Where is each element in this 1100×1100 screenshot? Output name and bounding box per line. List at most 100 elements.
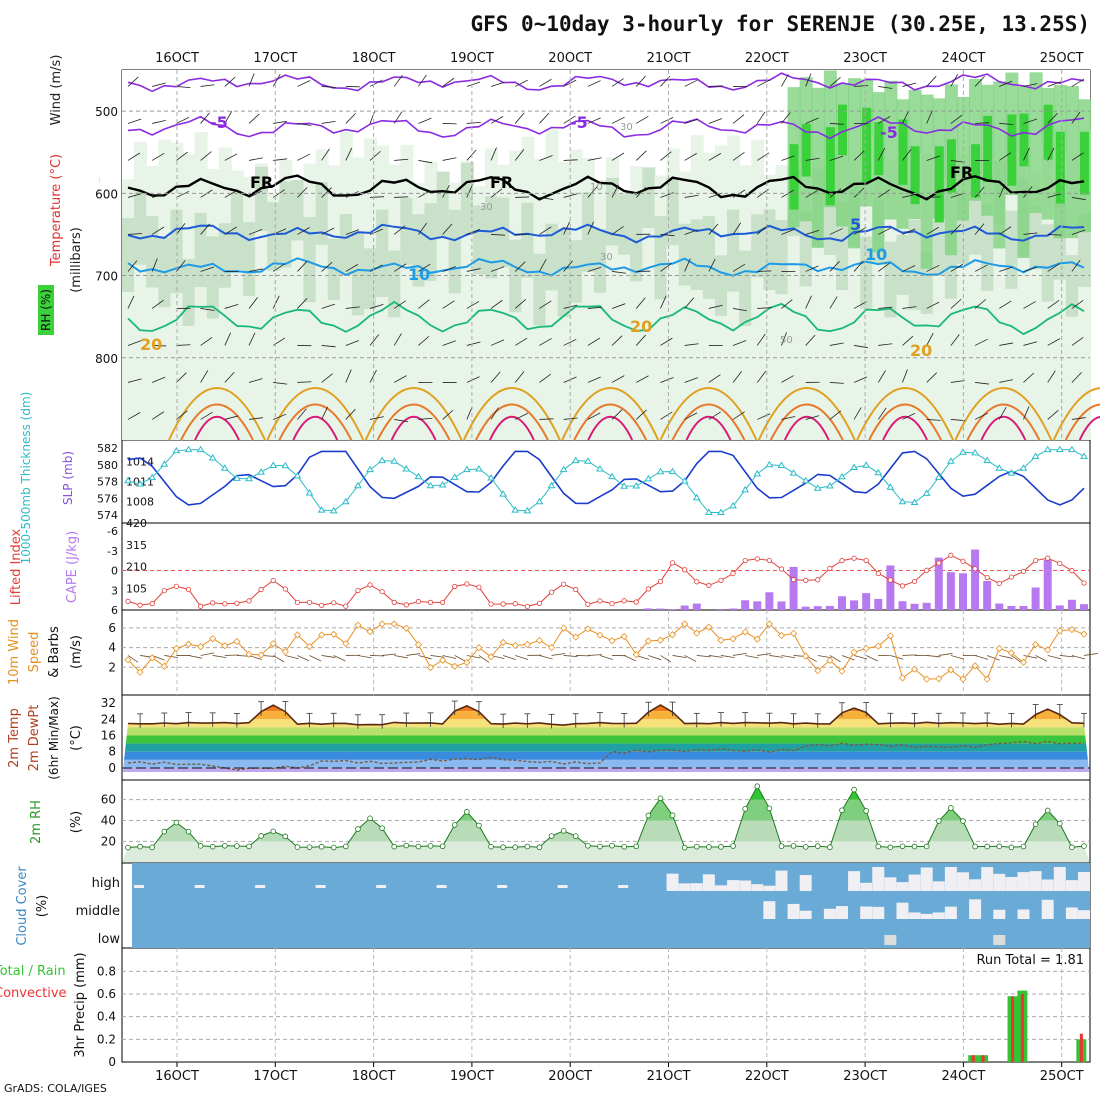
wind-barb — [393, 74, 403, 87]
wind-barb — [176, 117, 190, 124]
contour-label: -5 — [880, 123, 898, 142]
wind-barb — [563, 304, 578, 309]
wind-barb — [200, 411, 213, 420]
li-marker — [282, 586, 288, 592]
rh-marker — [742, 806, 748, 812]
thickness-marker — [281, 461, 290, 469]
temp-band — [122, 751, 1090, 760]
wind-barb — [418, 190, 431, 198]
wind-barb — [926, 196, 941, 198]
wind-barb — [224, 111, 233, 124]
wind-marker — [451, 662, 459, 670]
axis-title-li: Lifted Index — [9, 528, 24, 605]
wind-barb — [829, 123, 844, 125]
rh-marker — [137, 843, 143, 850]
rh-fill-mid — [763, 209, 777, 291]
rh-fill-wet — [993, 81, 1007, 249]
li-marker — [803, 577, 809, 583]
wind-marker — [741, 628, 749, 636]
wind-barb — [999, 266, 1013, 272]
wind-barb — [1047, 193, 1062, 198]
temp-contour-diurnal — [587, 415, 634, 441]
axis-title-temp-alt: Temperature — [98, 176, 101, 183]
y-tick-label: 24 — [101, 712, 116, 726]
contour-label: 10 — [590, 182, 603, 193]
wind-barb — [902, 369, 908, 383]
li-marker — [899, 583, 906, 589]
temp-contour-diurnal — [266, 387, 365, 441]
rh-fill-mid — [339, 213, 353, 275]
wind-barb — [394, 375, 407, 383]
wind-barb — [321, 373, 333, 383]
wind-barb — [490, 147, 497, 161]
wind-barb — [1023, 372, 1035, 383]
wind-marker — [753, 635, 761, 643]
temp-band — [122, 711, 1090, 720]
y-tick-label: 800 — [95, 352, 118, 366]
panel-frame-cape — [121, 522, 1091, 611]
cloud-high — [690, 883, 703, 891]
thickness-marker — [402, 464, 411, 472]
wind-barb — [732, 114, 745, 124]
wind-marker — [560, 624, 568, 632]
wind-marker — [983, 675, 991, 683]
x-tick-label-top: 22OCT — [745, 51, 789, 66]
rh-fill-mid — [969, 186, 983, 255]
wind-barb-10m — [829, 655, 841, 663]
wind-barb — [878, 189, 891, 198]
rh-marker — [330, 844, 337, 851]
x-tick-label-bottom: 20OCT — [548, 1069, 592, 1084]
rh-marker — [294, 844, 301, 850]
temp-contour — [127, 300, 1085, 336]
li-marker — [633, 599, 639, 605]
cloud-middle — [1041, 899, 1054, 919]
cape-bar — [753, 601, 762, 610]
wind-barb — [393, 333, 402, 346]
cape-bar — [983, 580, 992, 610]
y-tick-label: -3 — [107, 545, 118, 558]
rh-marker — [851, 786, 857, 793]
wind-barb — [394, 300, 407, 309]
wind-barb-10m — [781, 655, 796, 659]
wind-barb — [587, 186, 598, 198]
wind-barb — [853, 407, 862, 420]
wind-barb — [974, 264, 988, 272]
wind-barb — [248, 268, 263, 272]
wind-barb — [539, 197, 554, 200]
rh-fill-saturated — [825, 127, 835, 206]
li-marker — [621, 598, 627, 604]
cloud-middle — [944, 906, 957, 919]
wind-barb — [297, 123, 312, 126]
rh-fill-light — [255, 163, 269, 441]
wind-barb — [152, 345, 167, 347]
wind-barb — [1023, 147, 1030, 161]
wind-barb — [248, 332, 256, 346]
rh-marker — [391, 843, 398, 850]
cape-bar — [716, 608, 725, 610]
wind-barb — [515, 412, 528, 420]
li-marker — [948, 552, 954, 558]
rh-marker — [536, 844, 543, 851]
contour-label: 30 — [620, 122, 633, 133]
cape-bar — [886, 565, 895, 610]
wind-marker — [523, 640, 531, 648]
rh-fill-mid — [388, 250, 402, 318]
wind-barb — [1023, 232, 1038, 235]
y-tick-label: 0 — [111, 565, 118, 578]
wind-barb — [490, 339, 505, 346]
temp-band — [122, 695, 1090, 703]
cloud-high — [799, 875, 812, 891]
temp-contour-diurnal — [856, 387, 955, 441]
thickness-marker — [354, 481, 362, 489]
rh-marker — [234, 843, 240, 849]
wind-barb — [127, 152, 141, 161]
wind-barb — [369, 416, 384, 420]
wind-barb — [878, 343, 893, 346]
wind-barb — [757, 79, 770, 87]
wind-barb — [345, 147, 353, 161]
axis-title-temp: Temperature (°C) — [49, 154, 64, 267]
wind-barb — [732, 222, 742, 235]
rh-marker — [621, 843, 627, 850]
wind-barb — [926, 372, 937, 383]
rh-marker — [730, 843, 736, 849]
